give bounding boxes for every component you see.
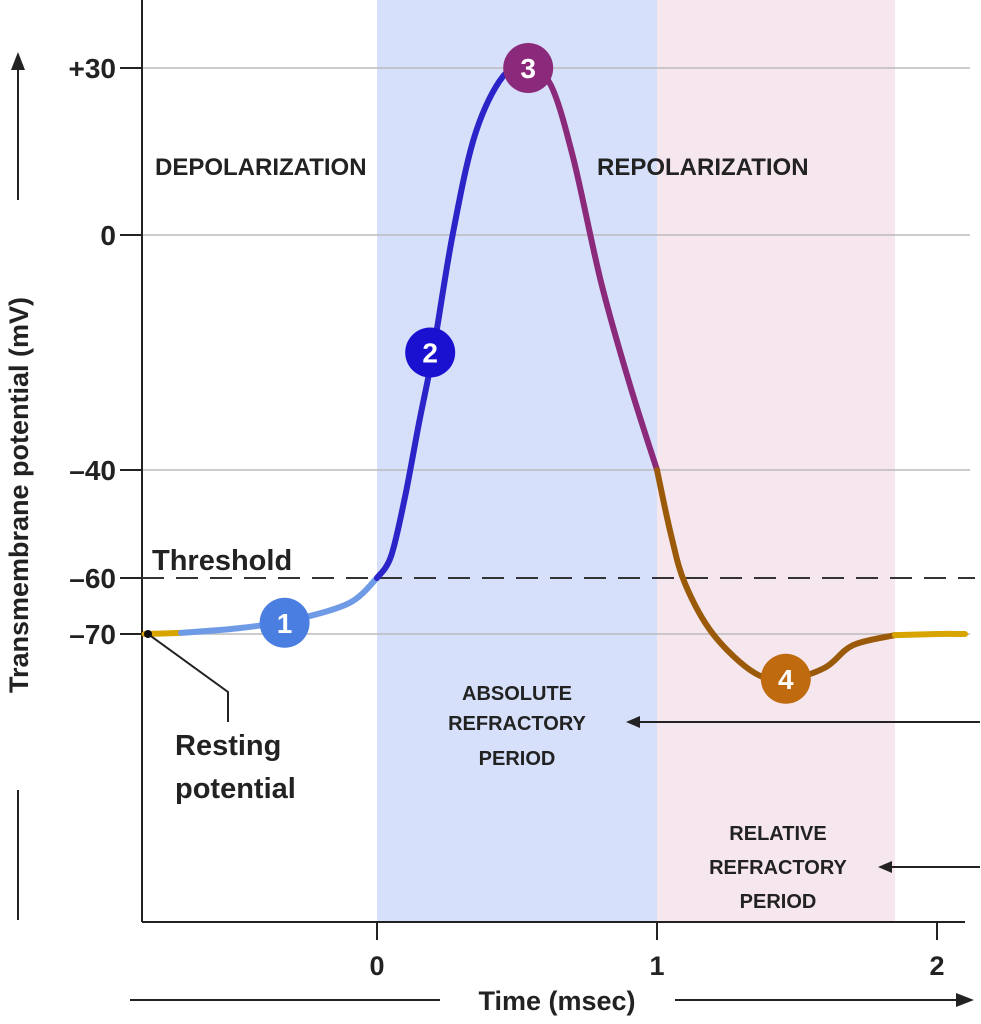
x-axis-label: Time (msec) bbox=[478, 986, 635, 1016]
repolarization-label: REPOLARIZATION bbox=[597, 154, 809, 181]
resting-leader-line bbox=[147, 633, 229, 722]
curve-segment bbox=[892, 630, 968, 639]
relative-label-line: RELATIVE bbox=[729, 823, 826, 845]
absolute-refractory-label: ABSOLUTE REFRACTORY PERIOD bbox=[448, 683, 586, 770]
phase-marker-label: 2 bbox=[422, 338, 438, 369]
phase-marker-circle bbox=[405, 327, 456, 378]
absolute-label-line: PERIOD bbox=[479, 748, 556, 770]
absolute-label-line: ABSOLUTE bbox=[462, 683, 572, 705]
phase-marker-4: 4 bbox=[760, 653, 811, 704]
phase-marker-circle bbox=[760, 653, 811, 704]
y-axis-arrowhead-icon bbox=[11, 52, 25, 70]
resting-point bbox=[144, 630, 152, 638]
phase-marker-3: 3 bbox=[503, 43, 554, 93]
phase-marker-1: 1 bbox=[259, 597, 310, 648]
absolute-label-line: REFRACTORY bbox=[448, 713, 586, 735]
relative-label-line: REFRACTORY bbox=[709, 857, 847, 879]
x-tick-label: 2 bbox=[929, 951, 944, 981]
y-tick-label: –40 bbox=[69, 455, 116, 486]
phase-marker-label: 4 bbox=[778, 664, 794, 695]
threshold-label: Threshold bbox=[152, 545, 292, 577]
curve-segment bbox=[654, 467, 898, 683]
phase-marker-label: 1 bbox=[277, 608, 293, 639]
curve-segment bbox=[525, 65, 660, 473]
x-axis-arrowhead-icon bbox=[956, 993, 974, 1007]
y-axis-label: Transmembrane potential (mV) bbox=[4, 297, 34, 693]
y-axis-title: Transmembrane potential (mV) bbox=[4, 52, 34, 920]
x-axis-title: Time (msec) bbox=[130, 986, 974, 1016]
x-tick-label: 1 bbox=[649, 951, 664, 981]
phase-marker-circle bbox=[259, 597, 310, 648]
absolute-refractory-region bbox=[377, 0, 657, 922]
absolute-arrowhead-icon bbox=[626, 716, 640, 728]
x-tick-label: 0 bbox=[369, 951, 384, 981]
relative-arrowhead-icon bbox=[878, 861, 892, 873]
y-tick-label: +30 bbox=[69, 53, 117, 84]
resting-label-line: potential bbox=[175, 773, 296, 805]
y-tick-label: 0 bbox=[100, 220, 116, 251]
relative-refractory-label: RELATIVE REFRACTORY PERIOD bbox=[709, 823, 847, 913]
depolarization-label: DEPOLARIZATION bbox=[155, 154, 367, 181]
phase-marker-label: 3 bbox=[520, 53, 536, 84]
relative-label-line: PERIOD bbox=[740, 891, 817, 913]
relative-refractory-region bbox=[657, 0, 895, 922]
resting-label-line: Resting bbox=[175, 730, 281, 762]
y-tick-label: –70 bbox=[69, 619, 116, 650]
y-tick-label: –60 bbox=[69, 563, 116, 594]
phase-marker-2: 2 bbox=[405, 327, 456, 378]
phase-marker-circle bbox=[503, 43, 554, 93]
